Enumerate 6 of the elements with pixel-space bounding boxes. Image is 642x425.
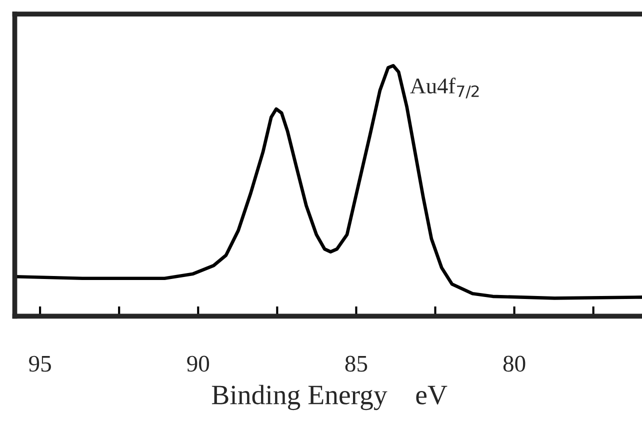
x-tick-label: 85 [345,356,368,372]
x-tick-label: 90 [187,356,210,372]
x-tick-label: 80 [503,356,526,372]
x-tick-label: 95 [29,356,51,372]
x-axis-title: Binding Energy eV [212,384,448,410]
annotation: Au4f$_{7/2}$ [410,78,479,98]
